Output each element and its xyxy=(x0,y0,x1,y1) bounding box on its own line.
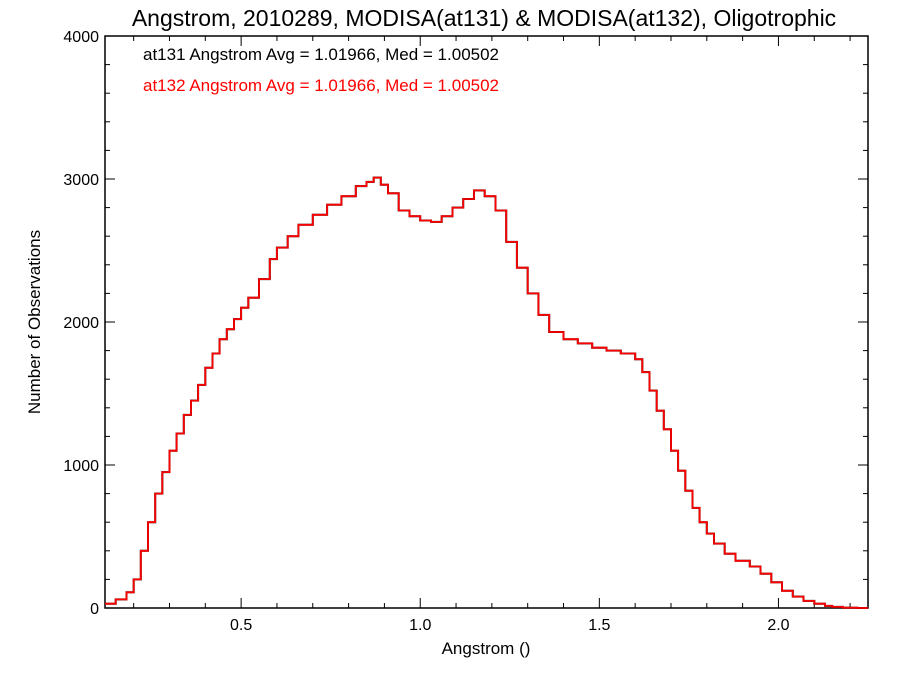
x-axis-ticks: 0.5 1.0 1.5 2.0 xyxy=(133,36,851,634)
y-tick-label: 1000 xyxy=(63,458,99,475)
annotation-at132: at132 Angstrom Avg = 1.01966, Med = 1.00… xyxy=(143,76,499,95)
y-tick-label: 3000 xyxy=(63,172,99,189)
x-tick-label: 0.5 xyxy=(230,617,252,634)
plot-frame xyxy=(104,35,869,609)
y-tick-label: 2000 xyxy=(63,315,99,332)
annotation-at131: at131 Angstrom Avg = 1.01966, Med = 1.00… xyxy=(143,45,499,64)
y-tick-label: 4000 xyxy=(63,29,99,46)
chart-title: Angstrom, 2010289, MODISA(at131) & MODIS… xyxy=(132,5,836,31)
series-line-0 xyxy=(105,176,868,609)
x-axis-label: Angstrom () xyxy=(442,639,531,658)
series-line-1 xyxy=(105,176,868,609)
x-tick-label: 2.0 xyxy=(767,617,789,634)
series-layer xyxy=(105,176,868,609)
x-tick-label: 1.0 xyxy=(409,617,431,634)
y-tick-label: 0 xyxy=(90,601,99,618)
y-axis-ticks: 0 1000 2000 3000 4000 xyxy=(63,29,868,618)
x-tick-label: 1.5 xyxy=(588,617,610,634)
y-axis-label: Number of Observations xyxy=(25,230,44,414)
